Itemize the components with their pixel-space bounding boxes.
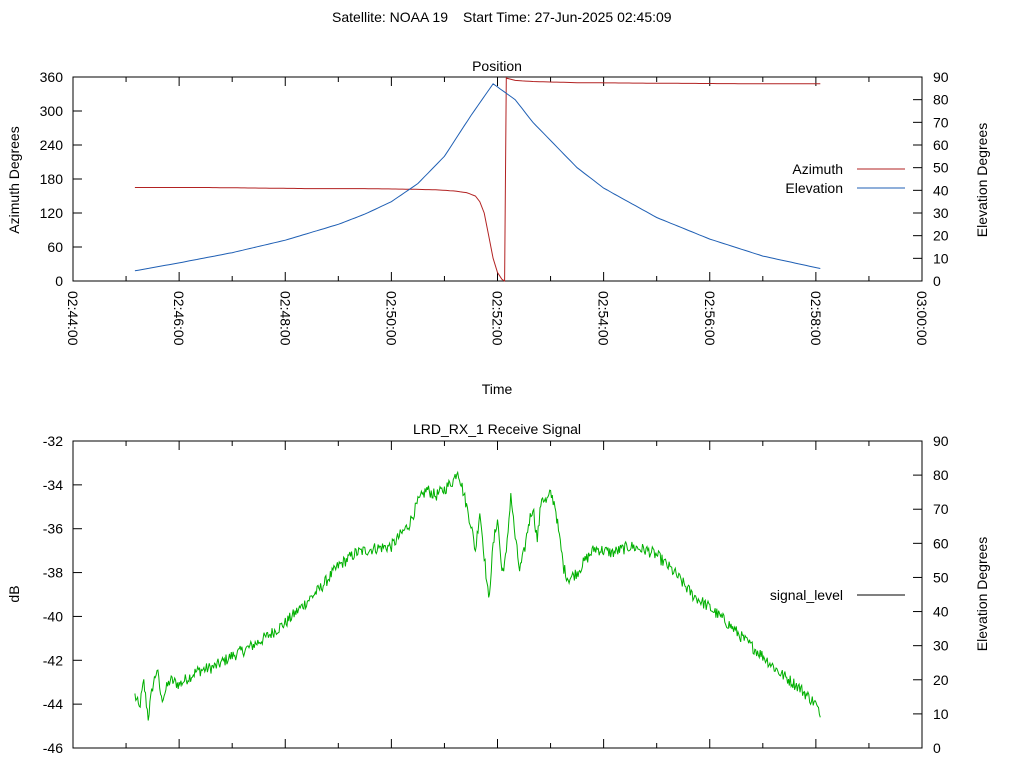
y-tick-label: 240 bbox=[40, 137, 64, 153]
legend-label: Elevation bbox=[785, 180, 843, 196]
chart-header: Satellite: NOAA 19 Start Time: 27-Jun-20… bbox=[332, 9, 672, 25]
y-tick-label: -32 bbox=[43, 433, 63, 449]
y-tick-label: -38 bbox=[43, 565, 63, 581]
y2-tick-label: 90 bbox=[933, 69, 949, 85]
y2-tick-label: 20 bbox=[933, 228, 949, 244]
signal-y2label: Elevation Degrees bbox=[974, 537, 990, 651]
y2-tick-label: 50 bbox=[933, 569, 949, 585]
x-tick-label: 02:50:00 bbox=[383, 291, 399, 346]
y2-tick-label: 0 bbox=[933, 740, 941, 756]
y-tick-label: 180 bbox=[40, 171, 64, 187]
y2-tick-label: 80 bbox=[933, 467, 949, 483]
y-tick-label: 120 bbox=[40, 205, 64, 221]
y2-tick-label: 80 bbox=[933, 92, 949, 108]
y2-tick-label: 90 bbox=[933, 433, 949, 449]
y2-tick-label: 70 bbox=[933, 501, 949, 517]
y-tick-label: -40 bbox=[43, 608, 63, 624]
position-xlabel: Time bbox=[482, 381, 513, 397]
y-tick-label: -42 bbox=[43, 652, 63, 668]
y2-tick-label: 10 bbox=[933, 706, 949, 722]
series-line-elevation bbox=[134, 83, 821, 272]
position-title: Position bbox=[472, 58, 522, 74]
legend-label: Azimuth bbox=[792, 161, 843, 177]
y2-tick-label: 40 bbox=[933, 182, 949, 198]
y-tick-label: -34 bbox=[43, 477, 63, 493]
y-tick-label: -44 bbox=[43, 696, 63, 712]
position-plot-area: 02:44:00 02:46:00 02:48:00 02:50:00 02:52:00… bbox=[40, 69, 949, 346]
start-time-label: Start Time: 27-Jun-2025 02:45:09 bbox=[463, 9, 672, 25]
y2-tick-label: 70 bbox=[933, 114, 949, 130]
y2-tick-label: 10 bbox=[933, 250, 949, 266]
y2-tick-label: 40 bbox=[933, 604, 949, 620]
signal-title: LRD_RX_1 Receive Signal bbox=[413, 421, 581, 437]
x-tick-label: 02:58:00 bbox=[808, 291, 824, 346]
signal-ylabel: dB bbox=[6, 585, 22, 602]
x-tick-label: 03:00:00 bbox=[914, 291, 930, 346]
y2-tick-label: 60 bbox=[933, 137, 949, 153]
y-tick-label: -46 bbox=[43, 740, 63, 756]
signal-panel: LRD_RX_1 Receive Signal dB Elevation Deg… bbox=[6, 421, 990, 756]
y-tick-label: 60 bbox=[47, 239, 63, 255]
x-tick-label: 02:44:00 bbox=[65, 291, 81, 346]
y2-tick-label: 50 bbox=[933, 160, 949, 176]
y2-tick-label: 30 bbox=[933, 638, 949, 654]
y-tick-label: 300 bbox=[40, 103, 64, 119]
position-ylabel: Azimuth Degrees bbox=[6, 126, 22, 233]
x-tick-label: 02:54:00 bbox=[596, 291, 612, 346]
x-tick-label: 02:52:00 bbox=[490, 291, 506, 346]
legend-label: signal_level bbox=[770, 587, 843, 603]
signal-plot-area: -46 -44 -42 -40 -38 -36 -34 -32 0 10 20 30 40 50 60 70 8… bbox=[43, 433, 949, 756]
y-tick-label: 0 bbox=[55, 273, 63, 289]
y2-tick-label: 30 bbox=[933, 205, 949, 221]
position-panel: Position Time Azimuth Degrees Elevation … bbox=[6, 58, 990, 397]
y-tick-label: 360 bbox=[40, 69, 64, 85]
satellite-label: Satellite: NOAA 19 bbox=[332, 9, 448, 25]
y2-tick-label: 0 bbox=[933, 273, 941, 289]
series-line-signal_level bbox=[134, 470, 821, 721]
x-tick-label: 02:56:00 bbox=[702, 291, 718, 346]
x-tick-label: 02:46:00 bbox=[171, 291, 187, 346]
y-tick-label: -36 bbox=[43, 521, 63, 537]
y2-tick-label: 60 bbox=[933, 535, 949, 551]
x-tick-label: 02:48:00 bbox=[277, 291, 293, 346]
y2-tick-label: 20 bbox=[933, 672, 949, 688]
position-y2label: Elevation Degrees bbox=[974, 123, 990, 237]
series-line-azimuth bbox=[134, 76, 821, 282]
plot-frame bbox=[72, 76, 923, 282]
